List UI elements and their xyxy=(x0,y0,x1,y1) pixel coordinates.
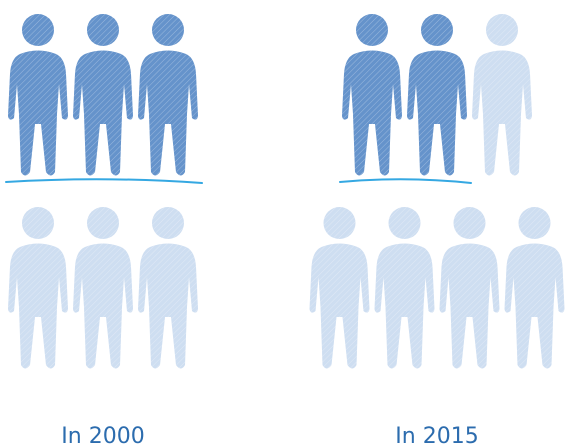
person-icon xyxy=(8,207,68,369)
underline xyxy=(5,178,203,184)
person-icon xyxy=(504,207,565,369)
person-icon xyxy=(407,14,467,176)
person-head-hatch xyxy=(323,207,356,239)
person-body-hatch xyxy=(439,243,500,369)
person-icon xyxy=(342,14,402,176)
person-body-hatch xyxy=(8,243,68,369)
person-head-hatch xyxy=(421,14,453,46)
person-body-hatch xyxy=(138,50,198,176)
person-icon xyxy=(138,14,198,176)
person-body-hatch xyxy=(73,243,133,369)
person-head-hatch xyxy=(486,14,518,46)
person-icon xyxy=(472,14,532,176)
person-icon xyxy=(73,14,133,176)
person-body-hatch xyxy=(73,50,133,176)
person-icon xyxy=(8,14,68,176)
person-body-hatch xyxy=(472,50,532,176)
person-head-hatch xyxy=(87,14,119,46)
underline xyxy=(339,178,472,184)
group-label: In 2015 xyxy=(395,424,478,448)
person-head-hatch xyxy=(22,14,54,46)
person-head-hatch xyxy=(518,207,551,239)
person-body-hatch xyxy=(342,50,402,176)
person-icon xyxy=(374,207,435,369)
person-head-hatch xyxy=(22,207,54,239)
person-head-hatch xyxy=(152,14,184,46)
person-body-hatch xyxy=(8,50,68,176)
person-body-hatch xyxy=(504,243,565,369)
person-icon xyxy=(439,207,500,369)
person-body-hatch xyxy=(138,243,198,369)
person-body-hatch xyxy=(407,50,467,176)
person-head-hatch xyxy=(453,207,486,239)
person-icon xyxy=(138,207,198,369)
person-head-hatch xyxy=(388,207,421,239)
person-head-hatch xyxy=(356,14,388,46)
group-label: In 2000 xyxy=(61,424,144,448)
person-icon xyxy=(309,207,370,369)
person-icon xyxy=(73,207,133,369)
person-head-hatch xyxy=(152,207,184,239)
person-body-hatch xyxy=(374,243,435,369)
person-head-hatch xyxy=(87,207,119,239)
person-body-hatch xyxy=(309,243,370,369)
